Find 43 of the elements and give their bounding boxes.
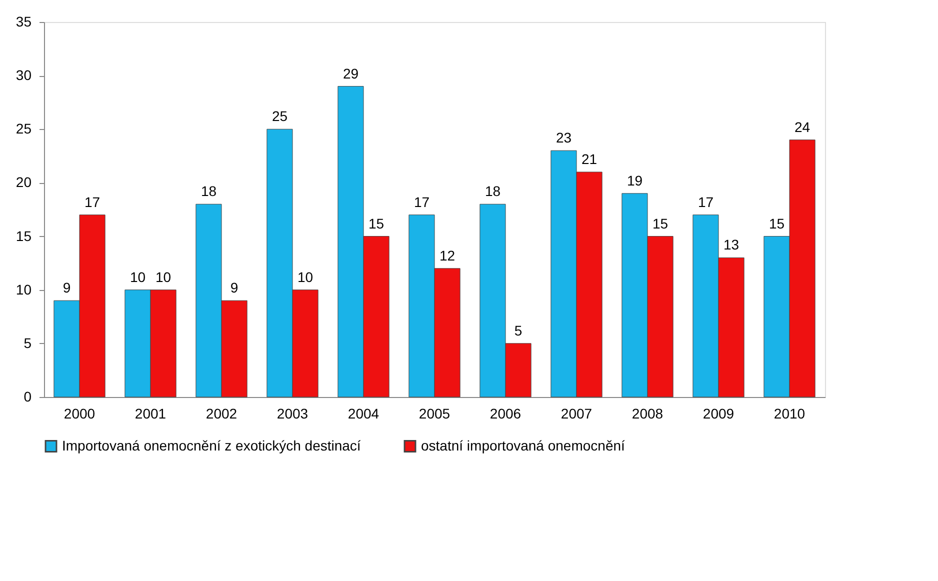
x-tick-label: 2000 — [64, 406, 96, 422]
x-tick-label: 2008 — [632, 406, 664, 422]
data-label: 24 — [794, 118, 810, 135]
y-tick-label: 30 — [16, 67, 32, 84]
data-label: 10 — [130, 268, 146, 285]
x-tick-label: 2010 — [774, 406, 806, 422]
data-label: 9 — [230, 280, 238, 296]
data-label: 23 — [556, 130, 572, 146]
x-tick-label: 2001 — [134, 406, 166, 422]
y-tick-label: 25 — [16, 120, 32, 137]
data-label: 15 — [368, 215, 384, 232]
x-tick-label: 2007 — [560, 406, 592, 422]
data-label: 19 — [626, 172, 643, 188]
y-tick-label: 15 — [16, 228, 32, 244]
x-tick-label: 2004 — [348, 406, 380, 422]
x-tick-label: 2009 — [702, 406, 734, 422]
data-label: 17 — [698, 194, 714, 210]
data-label: 12 — [439, 247, 456, 264]
data-label: 17 — [84, 194, 100, 210]
y-tick-label: 35 — [16, 14, 32, 30]
data-label: 29 — [342, 65, 359, 82]
x-tick-label: 2005 — [418, 406, 450, 422]
x-tick-label: 2002 — [206, 406, 238, 422]
y-tick-label: 0 — [24, 388, 32, 404]
x-tick-label: 2006 — [490, 406, 522, 422]
data-label: 18 — [200, 183, 217, 200]
data-label: 15 — [768, 215, 785, 232]
data-label: 13 — [723, 236, 740, 253]
y-tick-label: 10 — [16, 281, 32, 298]
legend-label: ostatní importovaná onemocnění — [421, 437, 626, 454]
data-label: 10 — [297, 268, 314, 285]
data-label: 9 — [62, 280, 71, 296]
data-label: 15 — [652, 215, 668, 232]
data-label: 17 — [414, 194, 430, 210]
x-tick-label: 2003 — [276, 406, 308, 422]
data-label: 10 — [155, 268, 172, 285]
legend-label: Importovaná onemocnění z exotických destinací — [62, 437, 361, 454]
data-label: 5 — [514, 322, 522, 338]
data-label: 21 — [581, 151, 598, 167]
data-label: 18 — [484, 183, 501, 200]
data-label: 25 — [272, 108, 288, 124]
y-tick-label: 20 — [16, 174, 32, 190]
y-tick-label: 5 — [24, 334, 32, 351]
